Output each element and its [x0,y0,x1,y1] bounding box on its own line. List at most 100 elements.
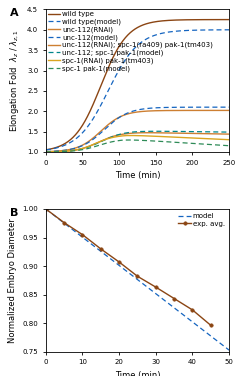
spc-1(RNAi) pak-1(tm403) [228,138,231,142]
model [44,207,47,211]
unc-112(RNAi); spc-1(ra409) pak-1(tm403) [167,131,170,135]
spc-1(RNAi) pak-1(tm403) [92,143,94,147]
unc-112(RNAi); spc-1(ra409) pak-1(tm403) [127,131,130,136]
wild type [228,17,231,22]
Line: spc-1 pak-1(model): spc-1 pak-1(model) [46,140,229,152]
spc-1(RNAi) pak-1(tm403) [127,133,130,138]
exp. avg. [154,285,157,290]
exp. avg. [99,247,102,251]
unc-112(RNAi); spc-1(ra409) pak-1(tm403) [153,130,156,135]
unc-112; spc-1 pak-1(model) [127,130,130,135]
unc-112; spc-1 pak-1(model) [155,129,158,133]
wild type(model) [92,117,94,121]
wild type [153,20,155,24]
unc-112(RNAi) [182,108,185,113]
unc-112; spc-1 pak-1(model) [228,130,231,134]
spc-1 pak-1(model) [183,141,186,145]
spc-1 pak-1(model) [77,148,80,153]
unc-112; spc-1 pak-1(model) [167,129,170,133]
unc-112(RNAi); spc-1(ra409) pak-1(tm403) [44,150,47,154]
unc-112(RNAi); spc-1(ra409) pak-1(tm403) [183,131,186,135]
spc-1 pak-1(model) [153,139,156,143]
unc-112(RNAi) [153,109,155,113]
wild type(model) [228,27,231,32]
unc-112; spc-1 pak-1(model) [44,150,47,154]
wild type [127,32,130,36]
Line: model: model [46,209,229,350]
unc-112(model) [77,145,80,150]
wild type(model) [167,30,170,34]
spc-1 pak-1(model) [228,144,231,148]
X-axis label: Time (min): Time (min) [115,171,160,180]
spc-1(RNAi) pak-1(tm403) [44,150,47,154]
exp. avg. [191,308,194,312]
Line: wild type(model): wild type(model) [46,30,229,150]
Y-axis label: Elongation Fold  $\lambda_z$ / $\lambda_{z,1}$: Elongation Fold $\lambda_z$ / $\lambda_{… [9,29,21,132]
Legend: wild type, wild type(model), unc-112(RNAi), unc-112(model), unc-112(RNAi); spc-1: wild type, wild type(model), unc-112(RNA… [47,11,214,73]
unc-112; spc-1 pak-1(model) [92,143,94,147]
wild type(model) [77,135,80,139]
wild type [182,18,185,22]
spc-1 pak-1(model) [127,138,130,142]
Text: A: A [10,8,19,18]
unc-112; spc-1 pak-1(model) [77,147,80,152]
spc-1(RNAi) pak-1(tm403) [129,133,132,138]
unc-112; spc-1 pak-1(model) [183,129,186,134]
model [45,207,48,212]
spc-1 pak-1(model) [167,139,170,144]
unc-112(RNAi); spc-1(ra409) pak-1(tm403) [145,130,148,135]
unc-112(model) [153,106,155,110]
exp. avg. [173,296,176,301]
Line: unc-112(model): unc-112(model) [46,107,229,152]
wild type [77,129,80,133]
wild type [44,148,47,152]
exp. avg. [118,260,121,264]
unc-112; spc-1 pak-1(model) [153,129,155,133]
unc-112(model) [167,105,170,110]
exp. avg. [81,232,84,237]
spc-1(RNAi) pak-1(tm403) [153,134,156,138]
unc-112(RNAi) [77,145,80,149]
unc-112(RNAi) [167,108,170,113]
unc-112(model) [228,105,231,109]
model [153,290,156,295]
spc-1 pak-1(model) [92,145,94,149]
model [211,335,213,339]
unc-112(RNAi); spc-1(ra409) pak-1(tm403) [92,143,94,147]
unc-112(model) [92,137,94,142]
spc-1 pak-1(model) [128,138,130,142]
X-axis label: Time (min): Time (min) [115,371,160,376]
Line: spc-1(RNAi) pak-1(tm403): spc-1(RNAi) pak-1(tm403) [46,135,229,152]
unc-112(RNAi) [44,149,47,154]
exp. avg. [209,323,212,327]
model [228,348,231,352]
model [199,326,202,330]
model [153,291,156,295]
spc-1 pak-1(model) [44,150,47,154]
Line: unc-112; spc-1 pak-1(model): unc-112; spc-1 pak-1(model) [46,131,229,152]
Line: wild type: wild type [46,20,229,150]
unc-112(RNAi) [92,136,94,140]
exp. avg. [44,207,47,211]
exp. avg. [136,274,139,279]
Line: unc-112(RNAi): unc-112(RNAi) [46,111,229,152]
spc-1(RNAi) pak-1(tm403) [167,135,170,139]
unc-112(model) [182,105,185,109]
wild type(model) [182,28,185,33]
Text: B: B [10,208,19,218]
wild type(model) [127,53,130,57]
Legend: model, exp. avg.: model, exp. avg. [178,212,226,227]
wild type(model) [153,33,155,38]
Line: exp. avg.: exp. avg. [44,207,212,327]
unc-112(RNAi); spc-1(ra409) pak-1(tm403) [77,147,80,152]
model [157,293,159,298]
unc-112(RNAi); spc-1(ra409) pak-1(tm403) [228,132,231,136]
unc-112(model) [44,149,47,154]
wild type [92,103,94,107]
Line: unc-112(RNAi); spc-1(ra409) pak-1(tm403): unc-112(RNAi); spc-1(ra409) pak-1(tm403) [46,133,229,152]
wild type [167,18,170,23]
exp. avg. [63,220,66,225]
unc-112(RNAi) [228,108,231,113]
Y-axis label: Normalized Embryo Diameter: Normalized Embryo Diameter [8,218,17,343]
wild type(model) [44,148,47,152]
